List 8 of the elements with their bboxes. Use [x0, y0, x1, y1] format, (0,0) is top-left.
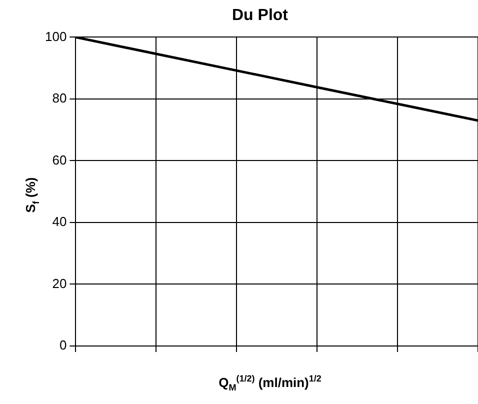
y-tick-label: 40	[52, 214, 67, 230]
y-tick-label: 60	[52, 152, 67, 168]
x-axis-title: Q$_{M}$$^{(1/2)}$ (ml/min)$^{1/2}$	[218, 374, 322, 392]
y-tick-label: 0	[59, 338, 67, 353]
y-tick-label: 80	[52, 90, 67, 106]
chart-title: Du Plot	[232, 7, 289, 24]
y-tick-label: 20	[52, 276, 67, 291]
y-tick-label: 100	[44, 28, 67, 44]
